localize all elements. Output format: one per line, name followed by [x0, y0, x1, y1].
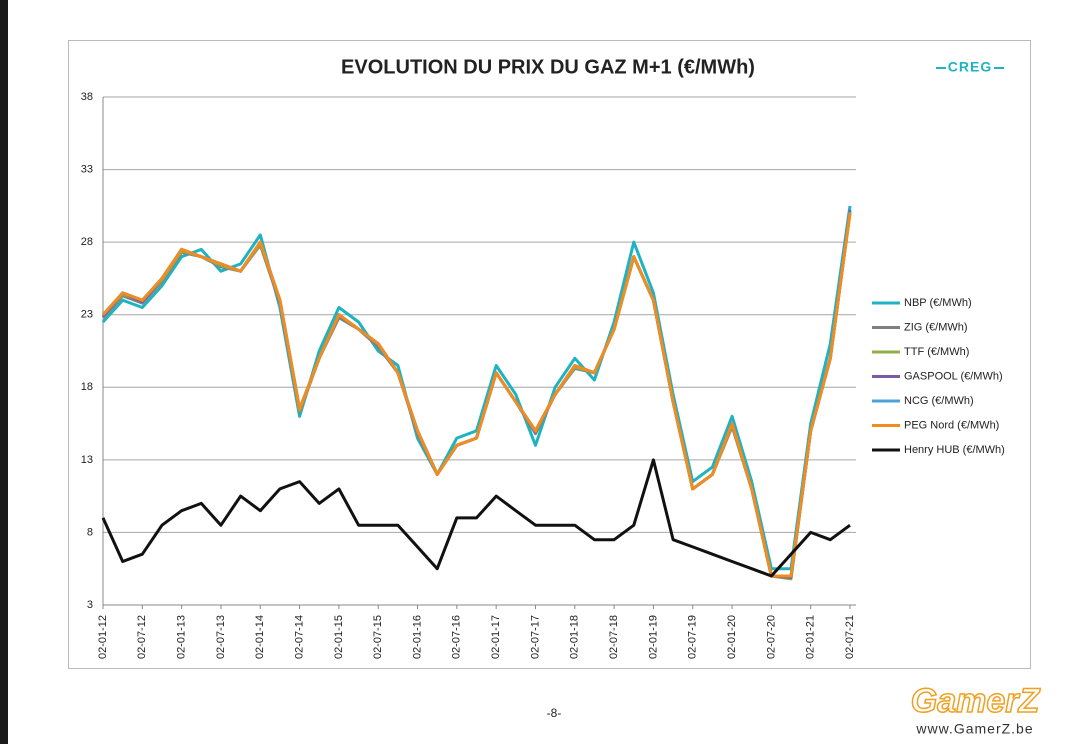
x-tick-label: 02-07-18 [608, 615, 620, 659]
x-tick-label: 02-01-15 [333, 615, 345, 659]
x-tick-label: 02-07-17 [529, 615, 541, 659]
legend-label: ZIG (€/MWh) [904, 321, 968, 333]
legend-label: Henry HUB (€/MWh) [904, 444, 1005, 456]
x-tick-label: 02-01-14 [254, 615, 266, 659]
y-tick-label: 38 [81, 91, 93, 103]
legend-label: TTF (€/MWh) [904, 346, 969, 358]
x-tick-label: 02-07-12 [136, 615, 148, 659]
series-line [101, 458, 851, 578]
chart-frame [68, 40, 1031, 669]
x-tick-label: 02-01-16 [411, 615, 423, 659]
watermark-url: www.GamerZ.be [915, 721, 1033, 737]
y-tick-label: 13 [81, 454, 93, 466]
x-tick-label: 02-07-19 [687, 615, 699, 659]
x-tick-label: 02-07-14 [293, 615, 305, 659]
edge [0, 0, 8, 744]
y-tick-label: 3 [87, 599, 93, 611]
y-tick-label: 8 [87, 526, 93, 538]
y-tick-label: 23 [81, 309, 93, 321]
x-tick-label: 02-07-16 [451, 615, 463, 659]
x-tick-label: 02-01-20 [726, 615, 738, 659]
legend-label: NCG (€/MWh) [904, 395, 974, 407]
chart-title: EVOLUTION DU PRIX DU GAZ M+1 (€/MWh) [341, 56, 755, 78]
y-tick-label: 33 [81, 163, 93, 175]
x-tick-label: 02-07-20 [765, 615, 777, 659]
logo: CREG [948, 59, 992, 75]
series-line [101, 212, 852, 578]
y-tick-label: 18 [81, 381, 93, 393]
watermark: GamerZ [911, 682, 1041, 720]
x-tick-label: 02-07-21 [844, 615, 856, 659]
x-tick-label: 02-01-21 [805, 615, 817, 659]
legend-label: NBP (€/MWh) [904, 297, 972, 309]
legend-label: PEG Nord (€/MWh) [904, 419, 999, 431]
x-tick-label: 02-01-13 [176, 615, 188, 659]
x-tick-label: 02-07-13 [215, 615, 227, 659]
legend-label: GASPOOL (€/MWh) [904, 370, 1003, 382]
x-tick-label: 02-01-12 [97, 615, 109, 659]
x-tick-label: 02-07-15 [372, 615, 384, 659]
x-tick-label: 02-01-18 [569, 615, 581, 659]
x-tick-label: 02-01-19 [647, 615, 659, 659]
page-number: -8- [547, 706, 562, 720]
x-tick-label: 02-01-17 [490, 615, 502, 659]
y-tick-label: 28 [81, 236, 93, 248]
